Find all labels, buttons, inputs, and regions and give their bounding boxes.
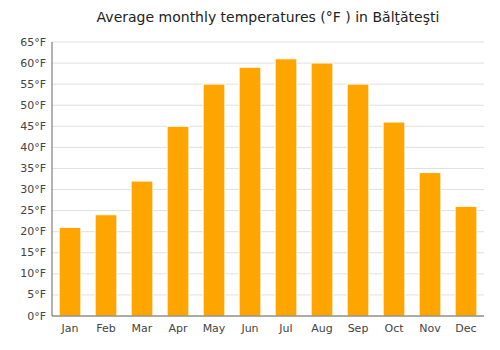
x-tick-label: Dec (455, 322, 476, 335)
bar (419, 173, 441, 316)
x-tick-label: Jun (240, 322, 258, 335)
x-tick-label: Jan (61, 322, 79, 335)
grid (52, 42, 484, 316)
grid-line (52, 42, 484, 43)
y-tick-label: 65°F (20, 36, 46, 49)
bar (131, 181, 153, 316)
bar (347, 84, 369, 316)
bar (383, 122, 405, 316)
grid-line (52, 168, 484, 169)
y-tick-label: 50°F (20, 99, 46, 112)
x-tick-label: Aug (311, 322, 332, 335)
y-tick-label: 10°F (20, 267, 46, 280)
y-tick-label: 60°F (20, 57, 46, 70)
y-tick-label: 15°F (20, 246, 46, 259)
bar (59, 227, 81, 316)
x-tick-label: Sep (348, 322, 369, 335)
y-tick-label: 45°F (20, 120, 46, 133)
grid-line (52, 126, 484, 127)
x-axis-line (52, 316, 484, 317)
x-tick-label: Feb (96, 322, 115, 335)
grid-line (52, 316, 484, 317)
x-tick-labels: Jan Feb Mar Apr May Jun Jul Aug Sep Oct Nov Dec (61, 322, 477, 335)
title: Average monthly temperatures (°F ) in Bă… (97, 9, 440, 25)
x-tick-label: Apr (168, 322, 188, 335)
y-tick-label: 55°F (20, 78, 46, 91)
y-tick-label: 40°F (20, 141, 46, 154)
x-tick-label: Mar (132, 322, 153, 335)
bar (275, 59, 297, 316)
chart: Average monthly temperatures (°F ) in Bă… (0, 0, 500, 350)
y-axis-line (52, 42, 53, 316)
x-tick-label: Oct (384, 322, 404, 335)
y-tick-label: 35°F (20, 162, 46, 175)
bar (167, 126, 189, 316)
x-tick-label: Jul (278, 322, 292, 335)
grid-line (52, 63, 484, 64)
y-tick-labels: 0°F 5°F 10°F 15°F 20°F 25°F 30°F 35°F 40°F 45°F 50… (20, 36, 46, 323)
y-tick-label: 30°F (20, 183, 46, 196)
x-tick-label: Nov (419, 322, 441, 335)
y-tick-label: 5°F (27, 288, 46, 301)
bar (455, 206, 477, 316)
bar (95, 215, 117, 316)
bar (203, 84, 225, 316)
bars (59, 59, 477, 316)
y-tick-label: 25°F (20, 204, 46, 217)
x-tick-label: May (203, 322, 226, 335)
grid-line (52, 105, 484, 106)
y-tick-label: 0°F (27, 310, 46, 323)
y-tick-label: 20°F (20, 225, 46, 238)
bar (311, 63, 333, 316)
grid-line (52, 84, 484, 85)
grid-line (52, 147, 484, 148)
bar (239, 67, 261, 316)
